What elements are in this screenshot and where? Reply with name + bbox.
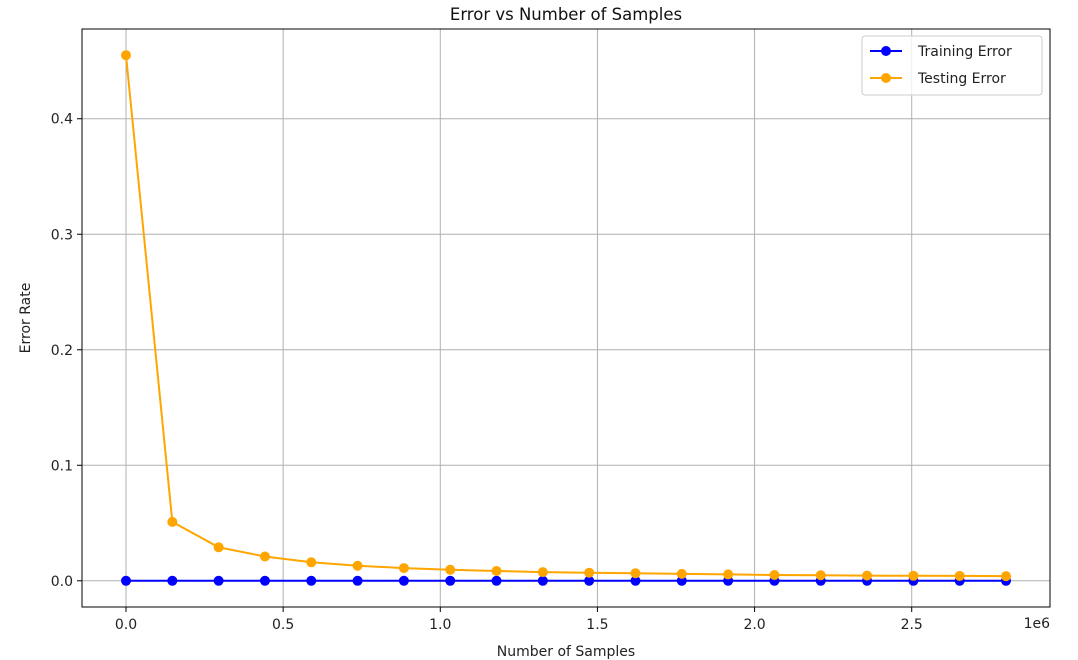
x-axis: 0.0 0.5 1.0 1.5 2.0 2.5 xyxy=(115,607,923,633)
chart-title: Error vs Number of Samples xyxy=(450,5,682,24)
data-point xyxy=(630,568,641,579)
series-line xyxy=(125,55,1007,578)
data-point xyxy=(352,560,363,571)
data-point xyxy=(167,516,178,527)
y-tick-label: 0.0 xyxy=(51,574,73,590)
y-tick-label: 0.4 xyxy=(51,112,73,128)
x-tick-label: 1.0 xyxy=(429,617,451,633)
grid xyxy=(82,29,1050,607)
series-0 xyxy=(121,575,1011,586)
x-tick-label: 0.0 xyxy=(115,617,137,633)
data-point xyxy=(537,567,548,578)
legend-marker-testing xyxy=(881,73,891,83)
data-point xyxy=(537,575,548,586)
data-point xyxy=(398,575,409,586)
y-axis: 0.0 0.1 0.2 0.3 0.4 xyxy=(51,112,82,590)
data-point xyxy=(352,575,363,586)
data-point xyxy=(259,575,270,586)
y-tick-label: 0.1 xyxy=(51,458,73,474)
data-point xyxy=(445,575,456,586)
data-point xyxy=(676,568,687,579)
series-layer xyxy=(121,50,1011,586)
y-tick-label: 0.3 xyxy=(51,227,73,243)
series-1 xyxy=(121,50,1011,582)
x-tick-label: 0.5 xyxy=(272,617,294,633)
data-point xyxy=(723,569,734,580)
y-tick-label: 0.2 xyxy=(51,343,73,359)
legend-box xyxy=(861,35,1043,96)
data-point xyxy=(121,50,131,61)
data-point xyxy=(908,570,919,581)
data-point xyxy=(398,563,409,574)
data-point xyxy=(213,575,224,586)
data-point xyxy=(815,570,826,581)
data-point xyxy=(1001,571,1011,582)
data-point xyxy=(167,575,178,586)
data-point xyxy=(259,551,270,562)
legend-label-training: Training Error xyxy=(917,44,1012,60)
data-point xyxy=(306,557,317,568)
plot-frame xyxy=(81,28,1051,608)
x-offset-label: 1e6 xyxy=(1024,616,1051,632)
data-point xyxy=(954,570,965,581)
data-point xyxy=(584,575,595,586)
legend-marker-training xyxy=(881,46,891,56)
data-point xyxy=(584,567,595,578)
x-tick-label: 2.0 xyxy=(743,617,765,633)
data-point xyxy=(306,575,317,586)
data-point xyxy=(769,570,780,580)
data-point xyxy=(491,565,502,576)
data-point xyxy=(862,570,873,581)
data-point xyxy=(445,564,456,575)
legend-label-testing: Testing Error xyxy=(917,71,1006,87)
x-axis-title: Number of Samples xyxy=(497,644,635,660)
data-point xyxy=(630,575,641,586)
data-point xyxy=(676,575,687,586)
data-point xyxy=(121,575,131,586)
x-tick-label: 2.5 xyxy=(901,617,923,633)
x-tick-label: 1.5 xyxy=(586,617,608,633)
y-axis-title: Error Rate xyxy=(18,283,34,354)
data-point xyxy=(213,542,224,553)
data-point xyxy=(491,575,502,586)
legend: Training Error Testing Error xyxy=(861,35,1043,96)
